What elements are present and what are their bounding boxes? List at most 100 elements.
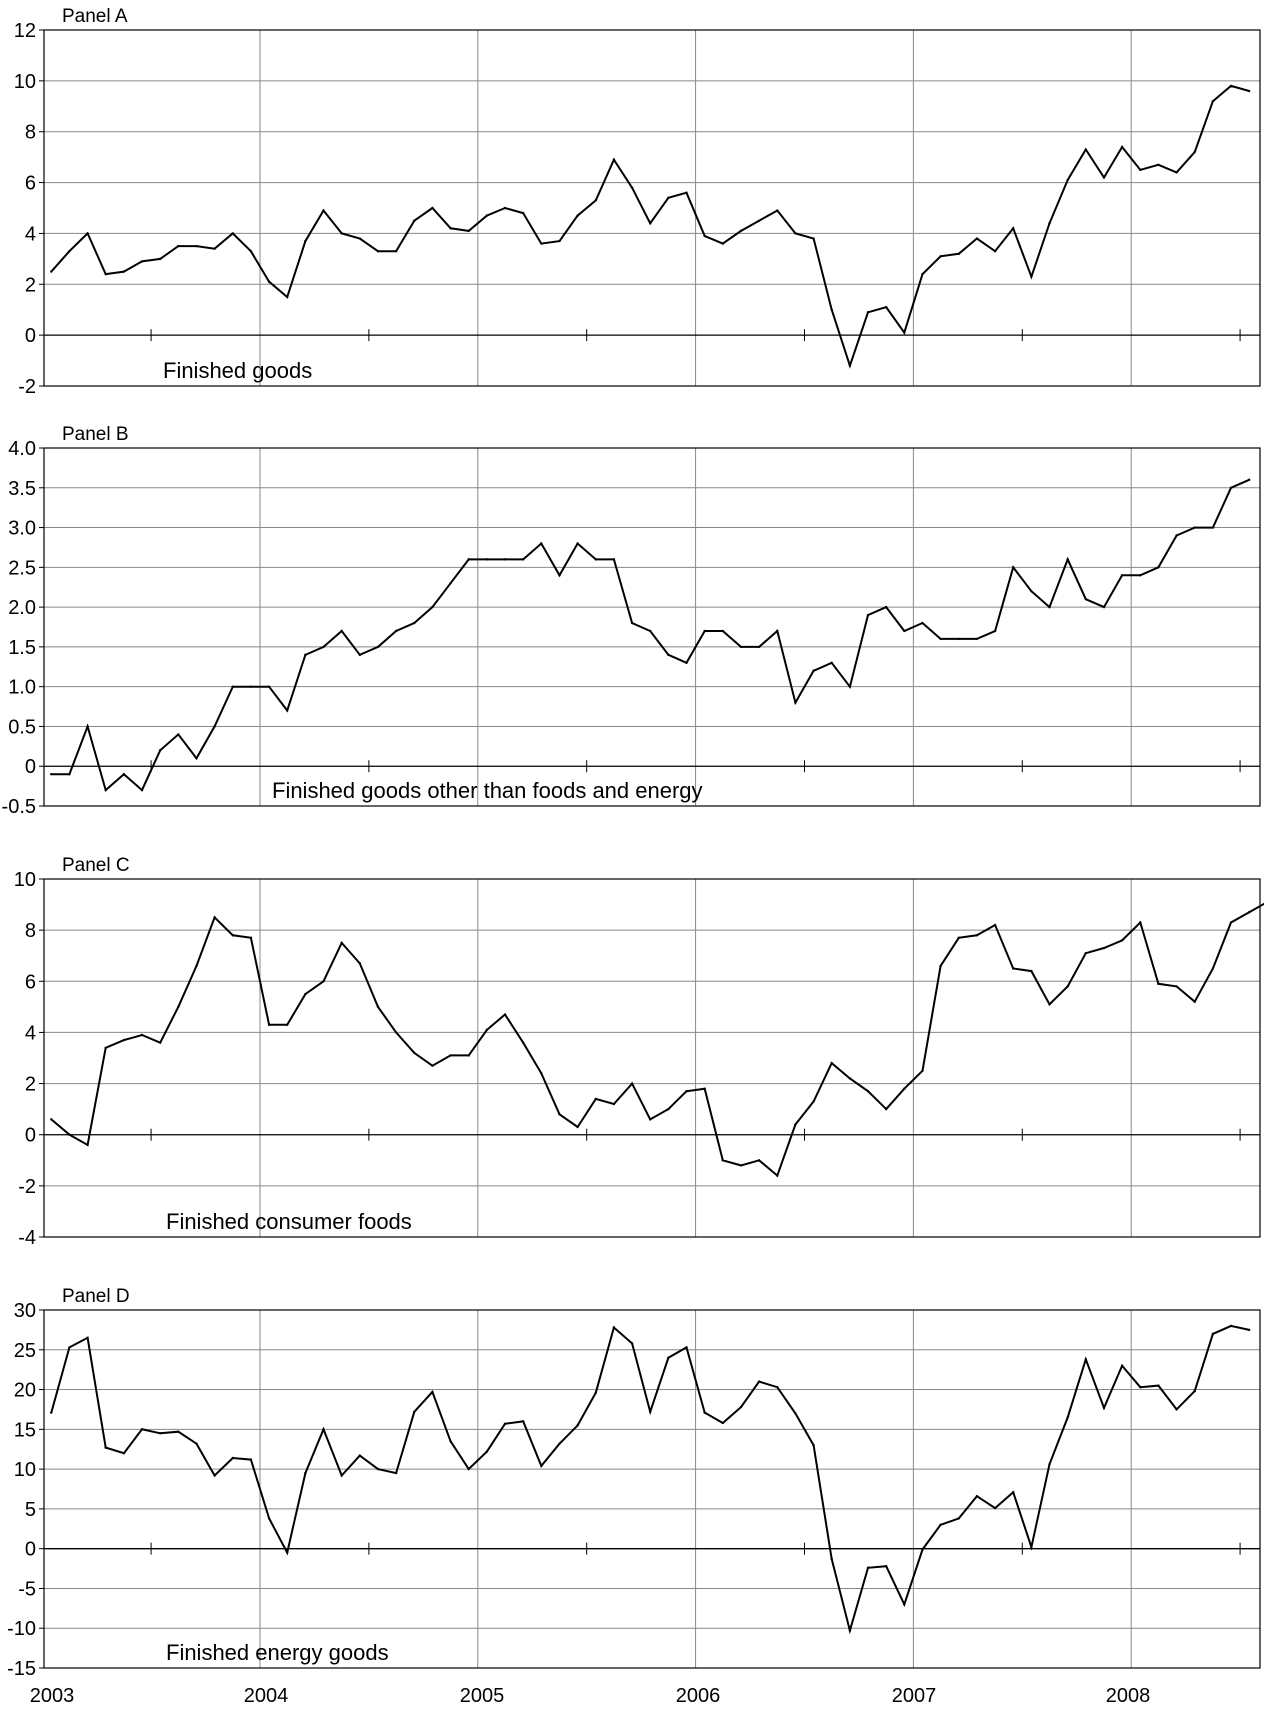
data-point: [921, 1548, 924, 1551]
data-point: [1193, 150, 1196, 154]
data-point: [830, 1557, 833, 1561]
data-point: [394, 250, 398, 253]
data-point: [231, 232, 234, 235]
panel-2: 10 8 6 4 2 0 -2 -4 Panel C Finished consumer food…: [14, 855, 1264, 1249]
panel-1: 4.0 3.5 3.0 2.5 2.0 1.5 1.0 0.5 0 -0.5 Panel B Fini…: [2, 424, 1261, 818]
data-point: [1157, 1384, 1160, 1387]
data-point: [594, 1097, 597, 1101]
data-point: [594, 1391, 597, 1394]
data-point: [68, 1133, 71, 1136]
x-tick-label: 2008: [1106, 1685, 1151, 1707]
y-tick-label: -10: [7, 1618, 36, 1640]
data-point: [739, 1405, 743, 1409]
data-point: [1066, 558, 1069, 561]
data-point: [757, 645, 761, 649]
data-point: [431, 1390, 434, 1394]
data-point: [1120, 145, 1124, 149]
data-point: [158, 257, 162, 261]
data-point: [322, 209, 325, 212]
data-point: [195, 1442, 198, 1445]
data-point: [1102, 1406, 1106, 1410]
data-point: [1084, 1358, 1088, 1361]
data-point: [848, 1629, 852, 1632]
data-point: [957, 252, 960, 255]
data-point: [286, 295, 289, 299]
data-point: [177, 733, 180, 736]
data-point: [612, 1102, 616, 1106]
y-tick-label: 8: [25, 122, 36, 144]
data-point: [413, 1051, 416, 1055]
data-point: [721, 1159, 725, 1162]
data-point: [1012, 1490, 1015, 1494]
plot-frame: [43, 29, 1261, 387]
y-tick-label: 4: [25, 1022, 36, 1044]
data-point: [249, 685, 253, 688]
y-tick-label: -0.5: [2, 796, 36, 818]
data-point: [739, 229, 743, 233]
data-point: [376, 645, 380, 649]
data-point: [939, 637, 942, 641]
x-tick-label: 2004: [244, 1685, 289, 1707]
data-point: [267, 280, 271, 283]
data-point: [1066, 985, 1069, 988]
data-point: [231, 1456, 234, 1460]
data-point: [140, 260, 144, 263]
data-point: [521, 211, 525, 215]
data-point: [576, 214, 579, 217]
data-point: [776, 1385, 779, 1389]
series-line: [51, 478, 1250, 792]
data-point: [1229, 84, 1233, 88]
x-tick-label: 2006: [676, 1685, 721, 1707]
data-point: [630, 1342, 634, 1345]
data-point: [267, 1517, 271, 1520]
data-point: [903, 1087, 906, 1090]
data-point: [703, 1411, 706, 1414]
data-point: [286, 709, 289, 712]
data-point: [993, 1506, 997, 1510]
data-point: [449, 1054, 452, 1057]
data-point: [485, 558, 489, 561]
data-point: [122, 270, 126, 273]
y-tick-label: -4: [18, 1227, 36, 1249]
data-point: [975, 237, 979, 240]
y-tick-label: -15: [7, 1658, 36, 1680]
data-point: [812, 669, 815, 672]
data-point: [50, 270, 53, 273]
data-point: [122, 772, 126, 776]
data-point: [757, 1159, 761, 1162]
data-point: [158, 749, 162, 752]
y-tick-label: 2.0: [8, 597, 36, 619]
data-point: [104, 1446, 107, 1449]
data-point: [358, 653, 362, 657]
data-point: [1012, 227, 1015, 230]
data-point: [540, 242, 543, 245]
data-point: [1120, 939, 1124, 942]
data-point: [213, 725, 216, 728]
data-point: [884, 305, 888, 309]
data-point: [467, 229, 470, 233]
data-point: [667, 1107, 670, 1111]
y-tick-label: 6: [25, 971, 36, 993]
panel-title: Panel A: [62, 6, 128, 27]
y-tick-label: 15: [14, 1419, 36, 1441]
data-point: [322, 980, 325, 983]
data-point: [86, 725, 89, 728]
data-point: [104, 788, 107, 792]
data-point: [286, 1551, 289, 1554]
data-point: [884, 605, 888, 609]
data-point: [104, 272, 107, 276]
y-tick-label: 0: [25, 325, 36, 347]
data-point: [848, 1077, 852, 1080]
data-point: [1247, 478, 1251, 482]
data-point: [993, 250, 997, 253]
data-point: [267, 1023, 271, 1026]
data-point: [358, 962, 362, 965]
y-tick-label: 1.0: [8, 677, 36, 699]
data-point: [340, 941, 343, 945]
data-point: [431, 605, 434, 609]
data-point: [703, 629, 706, 633]
data-point: [975, 934, 979, 937]
data-point: [1247, 89, 1251, 93]
data-point: [957, 936, 960, 940]
data-point: [1157, 566, 1160, 569]
